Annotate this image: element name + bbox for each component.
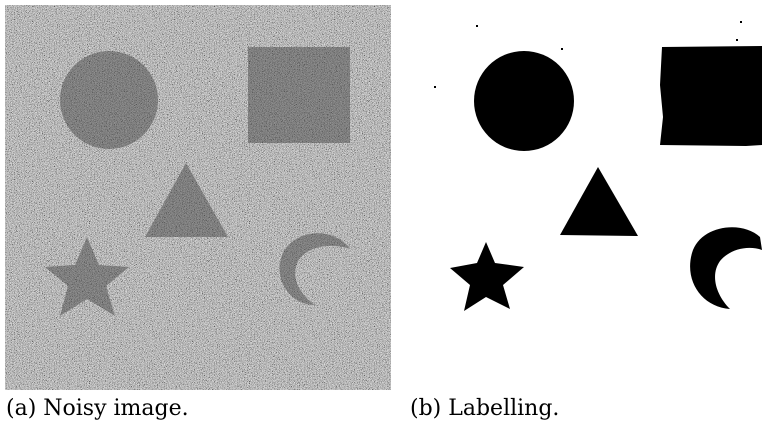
shapes-faint (45, 47, 350, 316)
labelling-image (430, 5, 762, 390)
labelling-panel (430, 5, 762, 390)
label-speck (561, 48, 563, 50)
faint-triangle (145, 163, 228, 237)
label-speck (740, 21, 742, 23)
faint-star (45, 237, 129, 316)
labelled-shapes (434, 21, 762, 311)
label-square (660, 46, 762, 146)
label-speck (736, 39, 738, 41)
label-speck (476, 25, 478, 27)
faint-crescent (279, 233, 350, 305)
noisy-image (5, 5, 391, 390)
caption-noisy-image: (a) Noisy image. (6, 396, 189, 421)
faint-square (248, 47, 350, 143)
label-crescent (690, 227, 762, 309)
label-circle (474, 51, 574, 151)
label-star (450, 242, 524, 311)
label-speck (434, 86, 436, 88)
faint-circle (60, 51, 158, 149)
noisy-image-panel (5, 5, 391, 390)
label-triangle (560, 167, 638, 236)
noise-texture (5, 5, 391, 390)
caption-labelling: (b) Labelling. (410, 396, 560, 421)
